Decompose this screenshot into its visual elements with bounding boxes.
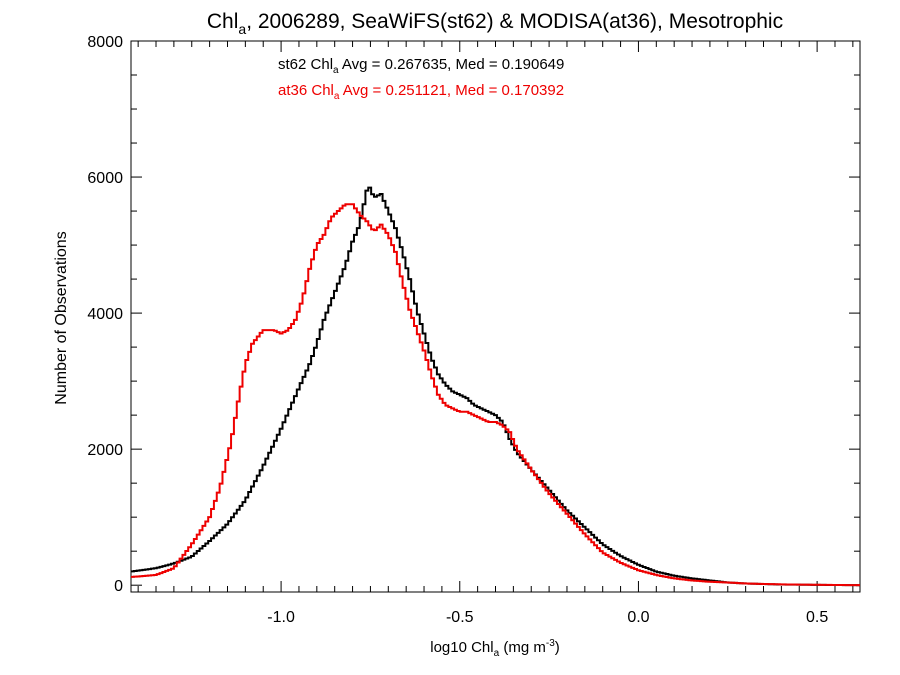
series-annotation-st62-pre: st62 Chl (278, 56, 333, 73)
y-tick-label: 8000 (87, 34, 123, 51)
data-series (131, 186, 860, 587)
x-tick-label: -1.0 (267, 609, 295, 626)
x-axis-label-sub: a (494, 648, 500, 659)
series-line-at36 (131, 203, 860, 587)
series-annotation-at36: at36 Chla Avg = 0.251121, Med = 0.170392 (278, 82, 564, 102)
y-tick-label: 4000 (87, 306, 123, 323)
y-tick-label: 0 (114, 578, 123, 595)
y-tick-label: 6000 (87, 170, 123, 187)
x-axis-label: log10 Chla (mg m-3) (430, 638, 560, 659)
series-annotation-st62-post: Avg = 0.267635, Med = 0.190649 (339, 56, 565, 73)
series-annotation-at36-sub: a (334, 91, 340, 102)
x-axis-label-sup: -3 (546, 638, 555, 649)
series-annotation-st62: st62 Chla Avg = 0.267635, Med = 0.190649 (278, 56, 564, 76)
chart-title-main: Chl (207, 10, 239, 33)
series-annotation-st62-sub: a (333, 65, 339, 76)
y-axis-label: Number of Observations (53, 231, 70, 404)
x-axis-label-post: ) (555, 639, 560, 656)
x-tick-label: 0.0 (627, 609, 649, 626)
x-tick-label: 0.5 (806, 609, 828, 626)
series-annotation-at36-pre: at36 Chl (278, 82, 334, 99)
axis-ticks: -1.0 -0.5 0.0 0.5 0 2000 4000 6000 8000 (87, 34, 860, 626)
chart-title-subscript: a (238, 21, 246, 37)
series-annotation-at36-post: Avg = 0.251121, Med = 0.170392 (339, 82, 564, 99)
x-axis-label-mid: (mg m (499, 639, 546, 656)
chart-title: Chla, 2006289, SeaWiFS(st62) & MODISA(at… (207, 10, 783, 37)
x-axis-label-pre: log10 Chl (430, 639, 493, 656)
y-tick-label: 2000 (87, 442, 123, 459)
chart-title-rest: , 2006289, SeaWiFS(st62) & MODISA(at36),… (246, 10, 783, 33)
x-tick-label: -0.5 (446, 609, 474, 626)
